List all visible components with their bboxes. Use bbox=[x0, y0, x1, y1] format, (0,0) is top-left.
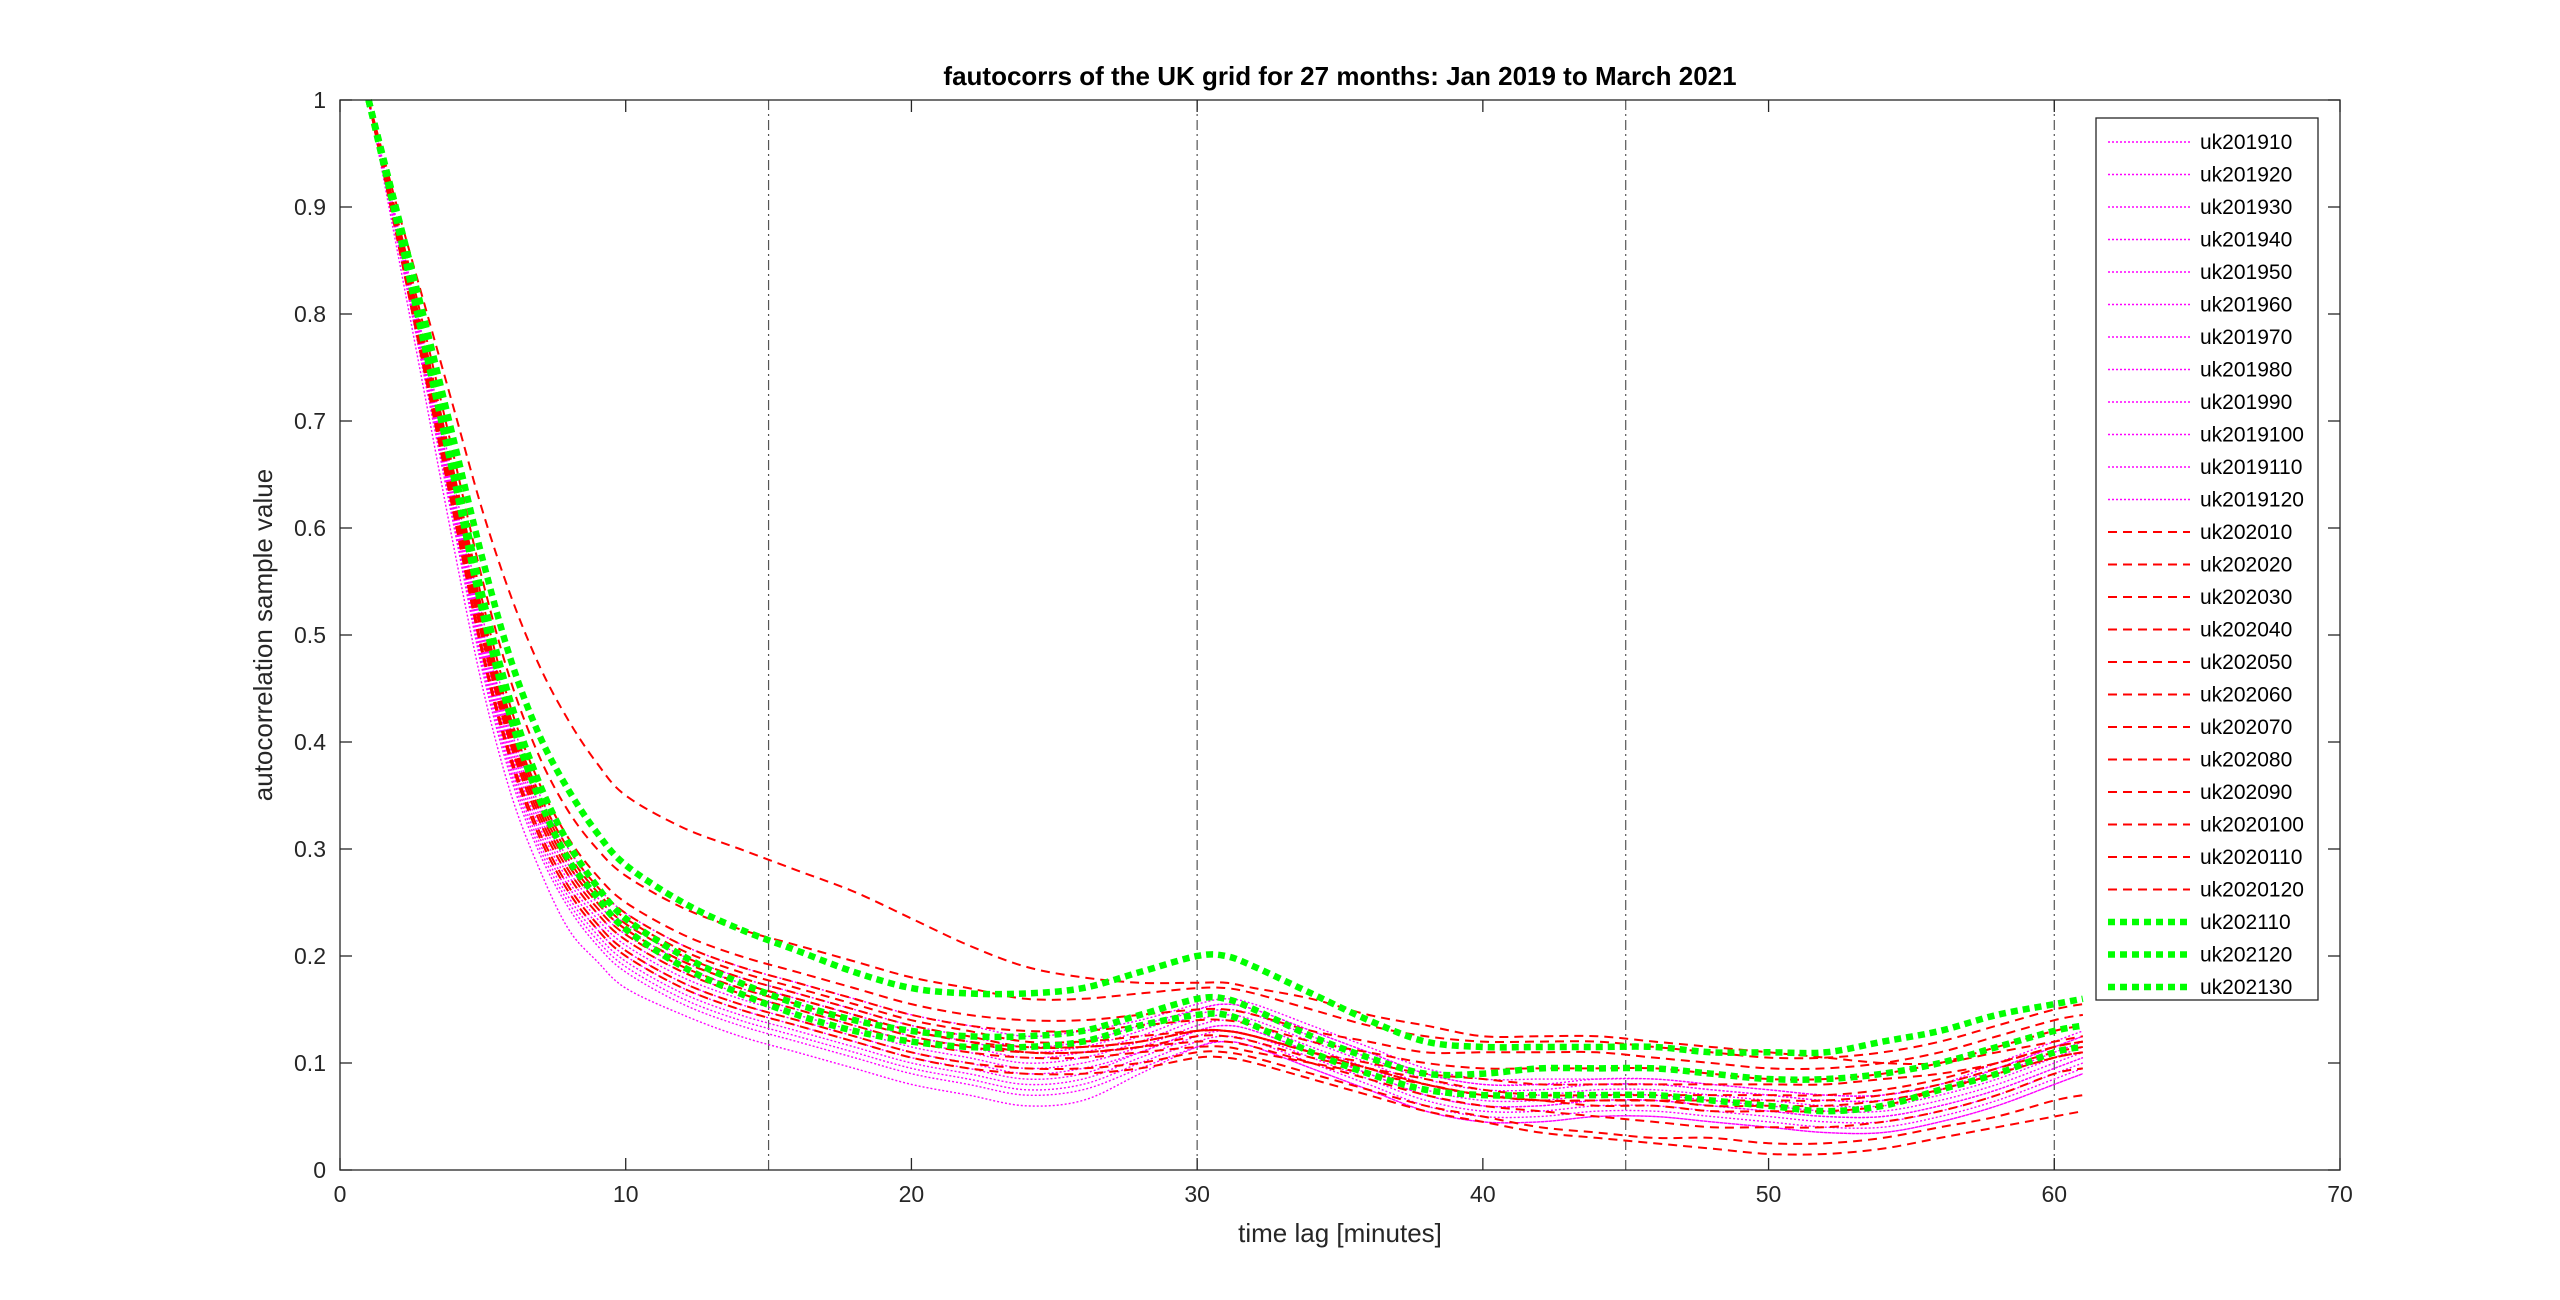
legend-label-uk202060: uk202060 bbox=[2200, 684, 2292, 707]
legend-label-uk202030: uk202030 bbox=[2200, 586, 2292, 609]
legend-label-uk202020: uk202020 bbox=[2200, 554, 2292, 577]
legend-label-uk201910: uk201910 bbox=[2200, 131, 2292, 154]
legend-label-uk201980: uk201980 bbox=[2200, 359, 2292, 382]
legend-label-uk201920: uk201920 bbox=[2200, 164, 2292, 187]
y-tick-label: 0.5 bbox=[294, 622, 326, 648]
legend-label-uk202090: uk202090 bbox=[2200, 781, 2292, 804]
legend-label-uk202080: uk202080 bbox=[2200, 749, 2292, 772]
x-tick-label: 30 bbox=[1184, 1181, 1210, 1207]
series-line-uk202030 bbox=[367, 99, 2084, 1097]
y-tick-label: 0.8 bbox=[294, 301, 326, 327]
series-line-uk202050 bbox=[367, 99, 2084, 1156]
y-tick-label: 0.2 bbox=[294, 943, 326, 969]
y-tick-label: 1 bbox=[313, 87, 326, 113]
legend-label-uk202110: uk202110 bbox=[2200, 911, 2291, 934]
legend-label-uk202010: uk202010 bbox=[2200, 521, 2292, 544]
series-line-uk201990 bbox=[367, 99, 2084, 1135]
series-line-uk202040 bbox=[367, 99, 2084, 1129]
chart-title: fautocorrs of the UK grid for 27 months:… bbox=[943, 61, 1736, 91]
legend-label-uk201960: uk201960 bbox=[2200, 294, 2292, 317]
series-line-uk2020100 bbox=[367, 99, 2084, 1060]
y-axis-label: autocorrelation sample value bbox=[248, 469, 278, 801]
legend-label-uk202050: uk202050 bbox=[2200, 651, 2292, 674]
series-line-uk202130 bbox=[365, 99, 2084, 1115]
plot-area bbox=[340, 100, 2340, 1170]
y-tick-label: 0.6 bbox=[294, 515, 326, 541]
series-line-uk2019120 bbox=[367, 99, 2084, 1097]
x-tick-label: 50 bbox=[1756, 1181, 1782, 1207]
x-tick-label: 20 bbox=[899, 1181, 925, 1207]
x-axis-label: time lag [minutes] bbox=[1238, 1218, 1442, 1248]
legend-label-uk2019110: uk2019110 bbox=[2200, 456, 2302, 479]
x-tick-label: 40 bbox=[1470, 1181, 1496, 1207]
legend-label-uk2020100: uk2020100 bbox=[2200, 814, 2304, 837]
legend-label-uk2019100: uk2019100 bbox=[2200, 424, 2304, 447]
legend-label-uk2020120: uk2020120 bbox=[2200, 879, 2304, 902]
y-axis: 0 0.1 0.2 0.3 0.4 0.5 0.6 0.7 0.8 0.9 1 bbox=[294, 87, 2340, 1183]
y-tick-label: 0.3 bbox=[294, 836, 326, 862]
y-tick-label: 0.4 bbox=[294, 729, 326, 755]
legend-label-uk2019120: uk2019120 bbox=[2200, 489, 2304, 512]
legend-label-uk202130: uk202130 bbox=[2200, 976, 2292, 999]
legend-label-uk202120: uk202120 bbox=[2200, 944, 2292, 967]
y-tick-label: 0 bbox=[313, 1157, 326, 1183]
series-line-uk202110 bbox=[365, 99, 2084, 1057]
reference-lines bbox=[767, 100, 2055, 1170]
legend-label-uk201970: uk201970 bbox=[2200, 326, 2292, 349]
series-layer bbox=[365, 99, 2084, 1156]
legend-label-uk201990: uk201990 bbox=[2200, 391, 2292, 414]
legend-label-uk202070: uk202070 bbox=[2200, 716, 2292, 739]
legend-label-uk201940: uk201940 bbox=[2200, 229, 2292, 252]
x-tick-label: 0 bbox=[334, 1181, 347, 1207]
y-tick-label: 0.1 bbox=[294, 1050, 326, 1076]
series-line-uk201910 bbox=[367, 99, 2084, 1135]
y-tick-label: 0.9 bbox=[294, 194, 326, 220]
series-line-uk202120 bbox=[365, 99, 2084, 1083]
legend: uk201910 uk201920 uk201930 uk201940 uk201950… bbox=[2095, 117, 2319, 1001]
y-tick-label: 0.7 bbox=[294, 408, 326, 434]
legend-label-uk202040: uk202040 bbox=[2200, 619, 2292, 642]
legend-label-uk201950: uk201950 bbox=[2200, 261, 2292, 284]
series-line-uk202070 bbox=[367, 99, 2084, 1113]
x-tick-label: 60 bbox=[2041, 1181, 2067, 1207]
legend-label-uk2020110: uk2020110 bbox=[2200, 846, 2302, 869]
x-tick-label: 70 bbox=[2327, 1181, 2353, 1207]
legend-box bbox=[2095, 117, 2319, 1001]
x-axis: 0 10 20 30 40 50 60 70 bbox=[334, 100, 2353, 1207]
legend-label-uk201930: uk201930 bbox=[2200, 196, 2292, 219]
series-line-uk2019100 bbox=[367, 99, 2084, 1119]
series-line-uk201950 bbox=[367, 99, 2084, 1124]
series-line-uk202060 bbox=[367, 99, 2084, 1145]
x-tick-label: 10 bbox=[613, 1181, 639, 1207]
